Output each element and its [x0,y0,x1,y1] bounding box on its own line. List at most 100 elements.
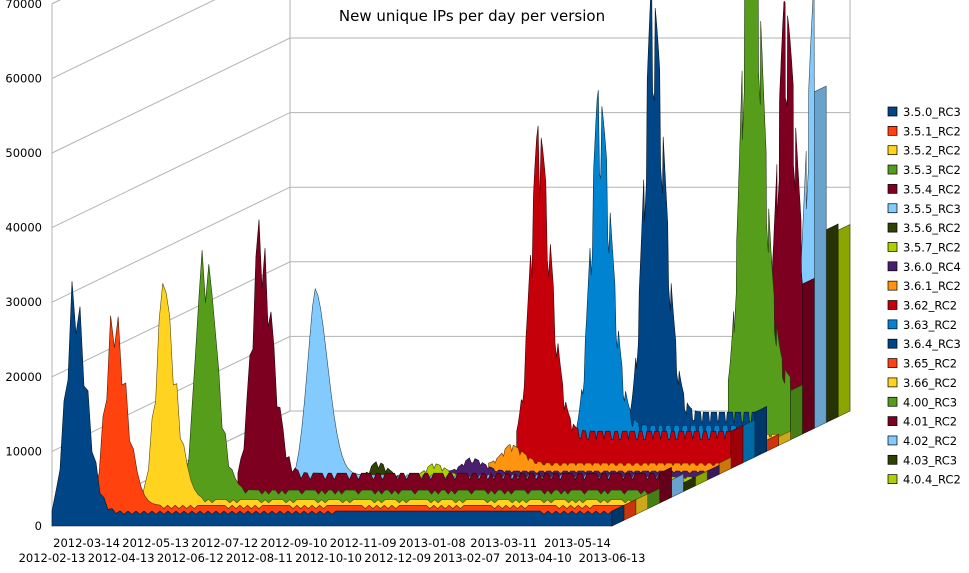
series-end-cap [825,223,839,423]
series-3.62_RC2 [516,125,744,469]
gridline [51,0,62,5]
y-tick-label: 50000 [5,146,42,160]
legend-item: 3.5.3_RC2 [887,163,961,177]
series-3.5.4_RC2 [237,219,672,504]
x-tick-label: 2012-02-13 [19,551,86,565]
legend-item: 3.5.4_RC2 [887,182,961,196]
series-end-cap [611,504,625,527]
legend-label: 3.6.4_RC3 [903,337,961,351]
x-tick-label: 2012-06-12 [157,551,224,565]
legend-label: 3.5.0_RC3 [903,105,961,119]
legend-item: 3.5.2_RC2 [887,144,961,158]
legend-item: 4.0.4_RC2 [887,473,961,487]
legend-item: 3.5.1_RC2 [887,124,961,138]
series-end-cap [754,406,768,458]
x-tick-label: 2012-05-13 [122,536,189,550]
chart-title: New unique IPs per day per version [339,7,605,25]
series-area [91,315,625,521]
legend-swatch [887,184,898,194]
y-tick-label: 30000 [5,295,42,309]
legend-swatch [887,454,898,465]
series-area [51,281,613,527]
x-tick-label: 2012-04-13 [88,551,155,565]
series-4.0.4_RC2 [837,224,851,418]
legend-item: 3.6.1_RC2 [887,279,961,293]
legend-label: 3.63_RC2 [903,318,957,332]
x-tick-label: 2012-03-14 [53,536,120,550]
x-tick-label: 2012-10-10 [295,551,362,565]
legend-swatch [887,358,898,368]
legend-label: 3.5.5_RC3 [903,202,961,216]
legend-item: 4.01_RC2 [887,415,957,429]
series-area [237,219,660,504]
legend-swatch [887,396,898,407]
y-tick-label: 40000 [5,221,42,235]
legend-item: 3.6.0_RC4 [887,260,961,274]
x-tick-label: 2012-11-09 [330,536,397,550]
legend-swatch [887,319,898,330]
legend-label: 3.5.6_RC2 [903,221,961,235]
legend-label: 4.0.4_RC2 [903,473,961,487]
series-end-cap [802,277,815,435]
legend-swatch [887,338,898,349]
series-end-cap [813,85,827,429]
x-tick-label: 2012-12-09 [364,551,431,565]
legend-swatch [887,145,898,156]
legend-swatch [887,261,898,272]
legend-label: 3.6.1_RC2 [903,279,961,293]
series-end-cap [790,384,803,441]
legend-swatch [887,416,898,426]
legend-item: 3.6.4_RC3 [887,337,961,351]
y-tick-label: 60000 [5,71,42,85]
x-tick-label: 2012-07-12 [191,536,258,550]
series-area [727,0,791,441]
legend-swatch [887,222,898,233]
x-tick-label: 2013-02-07 [433,551,500,565]
legend-label: 3.5.4_RC2 [903,182,961,196]
y-tick-label: 10000 [5,444,42,458]
legend-label: 3.5.7_RC2 [903,240,961,254]
legend-label: 4.01_RC2 [903,415,957,429]
series-end-cap [730,424,744,469]
legend: 3.5.0_RC3 3.5.1_RC2 3.5.2_RC2 3.5.3_RC2 3.5.… [887,105,961,487]
gridline [51,0,216,79]
legend-label: 3.6.0_RC4 [903,260,961,274]
legend-label: 3.65_RC2 [903,357,957,371]
series-end-cap [837,224,851,418]
series-3.5.0_RC3 [51,281,625,527]
legend-label: 4.03_RC3 [903,453,957,467]
series-area [630,0,756,458]
x-tick-label: 2013-05-14 [544,536,611,550]
legend-swatch [887,474,898,484]
series-3.6.1_RC2 [488,443,732,475]
y-tick-label: 0 [35,519,42,533]
x-tick-label: 2013-01-08 [399,536,466,550]
legend-item: 3.5.6_RC2 [887,221,961,235]
legend-item: 4.00_RC3 [887,395,957,409]
legend-swatch [887,106,898,117]
x-tick-label: 2013-04-10 [505,551,572,565]
series-area [181,250,648,510]
x-tick-label: 2013-06-13 [579,551,646,565]
legend-label: 3.5.2_RC2 [903,144,961,158]
series-area [141,283,637,515]
y-tick-label: 70000 [5,0,42,11]
series-end-cap [742,419,756,464]
legend-swatch [887,242,898,252]
series-layer [51,0,851,527]
legend-item: 3.65_RC2 [887,357,957,371]
legend-item: 3.5.7_RC2 [887,240,961,254]
x-tick-label: 2012-09-10 [261,536,328,550]
series-area [516,125,732,469]
series-area [576,90,744,464]
x-tick-label: 2013-03-11 [470,536,537,550]
series-3.63_RC2 [576,90,756,464]
legend-label: 3.66_RC2 [903,376,957,390]
legend-item: 4.03_RC3 [887,453,957,467]
x-tick-label: 2012-08-11 [226,551,293,565]
legend-swatch [887,164,898,175]
legend-item: 3.63_RC2 [887,318,957,332]
series-3.5.1_RC2 [91,315,637,521]
